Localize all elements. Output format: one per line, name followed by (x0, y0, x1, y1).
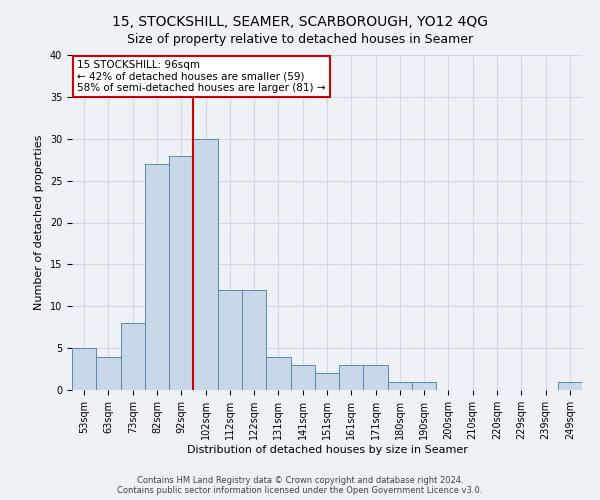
Text: 15, STOCKSHILL, SEAMER, SCARBOROUGH, YO12 4QG: 15, STOCKSHILL, SEAMER, SCARBOROUGH, YO1… (112, 15, 488, 29)
Bar (169, 156, 193, 390)
Text: Contains HM Land Registry data © Crown copyright and database right 2024.
Contai: Contains HM Land Registry data © Crown c… (118, 476, 482, 495)
Bar (339, 365, 364, 390)
Bar (412, 382, 436, 390)
Text: 15 STOCKSHILL: 96sqm
← 42% of detached houses are smaller (59)
58% of semi-detac: 15 STOCKSHILL: 96sqm ← 42% of detached h… (77, 60, 326, 93)
Y-axis label: Number of detached properties: Number of detached properties (34, 135, 44, 310)
Bar (266, 356, 290, 390)
Bar (315, 373, 339, 390)
Bar (388, 382, 412, 390)
Bar (218, 290, 242, 390)
Bar (72, 348, 96, 390)
Bar (121, 323, 145, 390)
Bar (242, 290, 266, 390)
Bar (96, 356, 121, 390)
Bar (364, 365, 388, 390)
Bar (145, 164, 169, 390)
Bar (193, 138, 218, 390)
Bar (290, 365, 315, 390)
X-axis label: Distribution of detached houses by size in Seamer: Distribution of detached houses by size … (187, 444, 467, 454)
Text: Size of property relative to detached houses in Seamer: Size of property relative to detached ho… (127, 32, 473, 46)
Bar (558, 382, 582, 390)
